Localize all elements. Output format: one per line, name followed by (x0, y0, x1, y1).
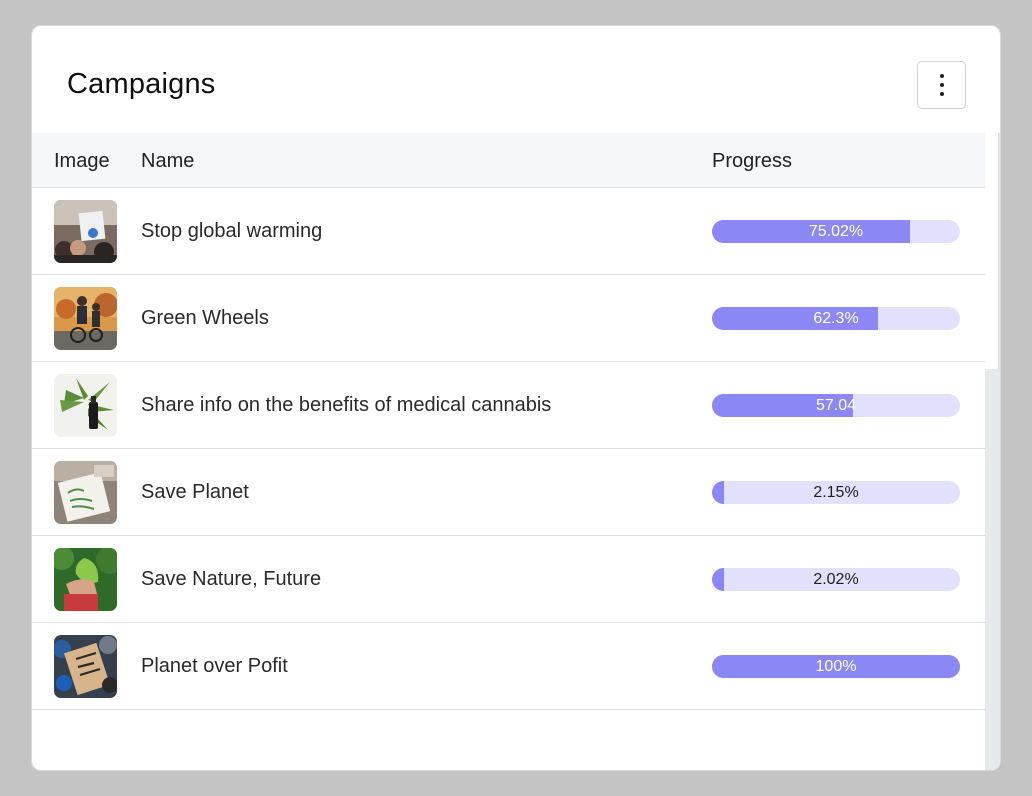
progress-label: 100% (815, 657, 857, 675)
table-row[interactable]: Share info on the benefits of medical ca… (32, 362, 985, 449)
cyclists-image (54, 287, 117, 350)
progress-label: 75.02% (808, 222, 864, 240)
table-row[interactable]: Green Wheels 62.3% (32, 275, 985, 362)
column-header-progress: Progress (712, 150, 793, 172)
campaign-name: Save Nature, Future (141, 568, 322, 590)
progress-label: 2.15% (813, 483, 859, 501)
progress-bar: 2.02% (712, 568, 960, 591)
more-options-button[interactable] (917, 61, 966, 109)
cannabis-image (54, 374, 117, 437)
progress-bar: 62.3% (712, 307, 960, 330)
campaign-thumbnail (54, 287, 117, 350)
campaign-name: Green Wheels (141, 307, 269, 329)
kebab-menu-icon (939, 74, 944, 96)
card-title: Campaigns (67, 68, 216, 100)
campaign-name: Stop global warming (141, 220, 323, 242)
progress-label: 62.3% (813, 309, 859, 327)
progress-bar: 100% (712, 655, 960, 678)
save-planet-sign-image (54, 461, 117, 524)
progress-fill (712, 220, 911, 243)
column-header-image: Image (54, 150, 110, 172)
progress-label: 57.04 (815, 396, 857, 414)
campaign-thumbnail (54, 461, 117, 524)
campaign-name: Planet over Pofit (141, 655, 288, 677)
table-row[interactable]: Save Nature, Future 2.02% (32, 536, 985, 623)
progress-fill (712, 307, 879, 330)
progress-label: 2.02% (813, 570, 859, 588)
vertical-scrollbar[interactable] (985, 133, 1000, 770)
campaign-name: Share info on the benefits of medical ca… (141, 394, 552, 416)
table-row[interactable]: Planet over Pofit 100% (32, 623, 985, 710)
table-row[interactable]: Stop global warming 75.02% (32, 188, 985, 275)
card-header: Campaigns (32, 26, 1000, 133)
progress-bar: 57.04 (712, 394, 960, 417)
campaigns-card: Campaigns Image Name Progress (31, 25, 1001, 771)
campaign-thumbnail (54, 548, 117, 611)
protest-crowd-image (54, 200, 117, 263)
progress-bar: 75.02% (712, 220, 960, 243)
hand-leaf-image (54, 548, 117, 611)
column-header-name: Name (141, 150, 195, 172)
progress-fill (712, 655, 960, 678)
planet-over-profit-image (54, 635, 117, 698)
campaign-name: Save Planet (141, 481, 249, 503)
campaign-thumbnail (54, 200, 117, 263)
table-header: Image Name Progress (32, 133, 985, 188)
progress-fill (712, 568, 725, 591)
progress-fill (712, 481, 725, 504)
campaigns-table: Image Name Progress Stop global warming (32, 133, 985, 710)
campaign-thumbnail (54, 374, 117, 437)
progress-bar: 2.15% (712, 481, 960, 504)
table-row[interactable]: Save Planet 2.15% (32, 449, 985, 536)
campaign-thumbnail (54, 635, 117, 698)
scrollbar-thumb[interactable] (985, 133, 999, 369)
progress-fill (712, 394, 854, 417)
